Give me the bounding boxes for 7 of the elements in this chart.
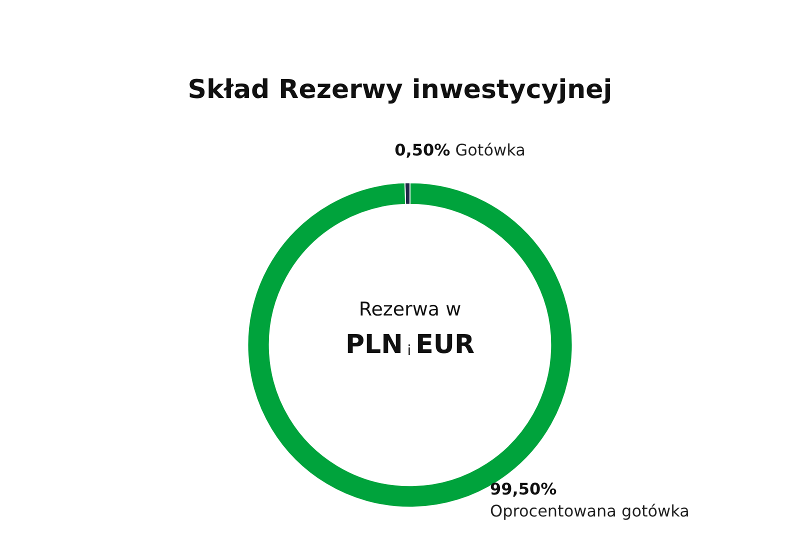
text: PLN i EUR [345,330,475,360]
data-label: 0,50% [394,140,450,160]
text: Rezerwa w [358,298,462,320]
chart-title: Skład Rezerwy inwestycyjnej [188,75,612,105]
slice-label: Oprocentowana gotówka [490,502,690,520]
data-label: 99,50% [490,480,557,498]
slice-label: Gotówka [450,140,526,160]
